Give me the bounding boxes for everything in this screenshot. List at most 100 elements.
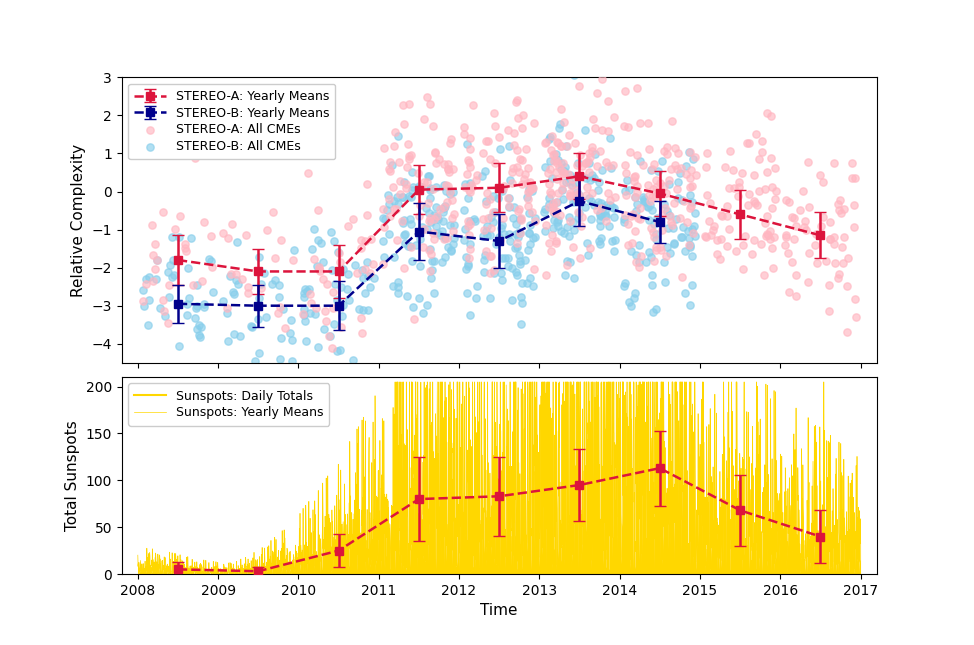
STEREO-B: All CMEs: (2.01e+03, -3.61): All CMEs: (2.01e+03, -3.61): [316, 324, 331, 334]
STEREO-A: All CMEs: (2.01e+03, -1.47): All CMEs: (2.01e+03, -1.47): [652, 242, 667, 252]
STEREO-B: All CMEs: (2.01e+03, -2.85): All CMEs: (2.01e+03, -2.85): [329, 295, 345, 305]
STEREO-A: All CMEs: (2.01e+03, -0.112): All CMEs: (2.01e+03, -0.112): [562, 191, 578, 201]
STEREO-B: All CMEs: (2.01e+03, -2.61): All CMEs: (2.01e+03, -2.61): [299, 286, 315, 296]
STEREO-A: All CMEs: (2.01e+03, 2.02): All CMEs: (2.01e+03, 2.02): [515, 110, 531, 120]
STEREO-B: All CMEs: (2.01e+03, -0.944): All CMEs: (2.01e+03, -0.944): [559, 223, 575, 233]
STEREO-A: All CMEs: (2.01e+03, 0.504): All CMEs: (2.01e+03, 0.504): [581, 167, 597, 177]
STEREO-A: All CMEs: (2.01e+03, 1.28): All CMEs: (2.01e+03, 1.28): [550, 138, 566, 148]
STEREO-B: All CMEs: (2.01e+03, -3.32): All CMEs: (2.01e+03, -3.32): [188, 313, 204, 323]
STEREO-A: All CMEs: (2.01e+03, 0.258): All CMEs: (2.01e+03, 0.258): [522, 177, 538, 187]
STEREO-B: All CMEs: (2.01e+03, -2.74): All CMEs: (2.01e+03, -2.74): [398, 290, 414, 301]
STEREO-A: All CMEs: (2.01e+03, -2.08): All CMEs: (2.01e+03, -2.08): [423, 265, 438, 275]
STEREO-B: All CMEs: (2.01e+03, -1.72): All CMEs: (2.01e+03, -1.72): [459, 252, 474, 262]
STEREO-B: All CMEs: (2.01e+03, -2.05): All CMEs: (2.01e+03, -2.05): [355, 264, 370, 275]
STEREO-B: All CMEs: (2.01e+03, -1): All CMEs: (2.01e+03, -1): [566, 224, 581, 235]
STEREO-B: All CMEs: (2.01e+03, -1.43): All CMEs: (2.01e+03, -1.43): [399, 241, 415, 251]
STEREO-A: All CMEs: (2.01e+03, -0.717): All CMEs: (2.01e+03, -0.717): [427, 213, 442, 224]
STEREO-A: All CMEs: (2.01e+03, -0.0125): All CMEs: (2.01e+03, -0.0125): [442, 187, 458, 197]
STEREO-A: All CMEs: (2.02e+03, -1.16): All CMEs: (2.02e+03, -1.16): [737, 230, 753, 241]
STEREO-A: All CMEs: (2.01e+03, 2.29): All CMEs: (2.01e+03, 2.29): [401, 99, 417, 110]
STEREO-A: All CMEs: (2.01e+03, -2.18): All CMEs: (2.01e+03, -2.18): [229, 270, 244, 280]
STEREO-B: All CMEs: (2.01e+03, -2.25): All CMEs: (2.01e+03, -2.25): [164, 272, 179, 283]
STEREO-B: All CMEs: (2.01e+03, 1.37): All CMEs: (2.01e+03, 1.37): [542, 134, 557, 144]
STEREO-B: All CMEs: (2.01e+03, 0.0366): All CMEs: (2.01e+03, 0.0366): [554, 185, 570, 195]
STEREO-A: All CMEs: (2.01e+03, -0.988): All CMEs: (2.01e+03, -0.988): [167, 224, 182, 234]
STEREO-A: All CMEs: (2.02e+03, -1.24): All CMEs: (2.02e+03, -1.24): [822, 233, 838, 244]
STEREO-A: All CMEs: (2.01e+03, -0.529): All CMEs: (2.01e+03, -0.529): [524, 206, 540, 217]
STEREO-A: All CMEs: (2.02e+03, -0.944): All CMEs: (2.02e+03, -0.944): [846, 223, 862, 233]
STEREO-B: All CMEs: (2.01e+03, -1.86): All CMEs: (2.01e+03, -1.86): [434, 257, 450, 268]
STEREO-A: All CMEs: (2.01e+03, 0.136): All CMEs: (2.01e+03, 0.136): [440, 181, 456, 192]
STEREO-B: All CMEs: (2.01e+03, -0.308): All CMEs: (2.01e+03, -0.308): [593, 198, 609, 208]
Sunspots: Daily Totals: (2.01e+03, 0.178): Daily Totals: (2.01e+03, 0.178): [222, 570, 234, 578]
STEREO-B: All CMEs: (2.01e+03, -0.677): All CMEs: (2.01e+03, -0.677): [483, 212, 499, 223]
STEREO-B: All CMEs: (2.01e+03, 0.0756): All CMEs: (2.01e+03, 0.0756): [521, 184, 537, 194]
STEREO-B: All CMEs: (2.01e+03, -2.8): All CMEs: (2.01e+03, -2.8): [468, 293, 484, 303]
STEREO-B: All CMEs: (2.01e+03, -1.17): All CMEs: (2.01e+03, -1.17): [687, 231, 702, 241]
STEREO-A: All CMEs: (2.02e+03, -2.01): All CMEs: (2.02e+03, -2.01): [765, 263, 780, 273]
STEREO-A: All CMEs: (2.01e+03, 0.292): All CMEs: (2.01e+03, 0.292): [649, 175, 664, 186]
STEREO-B: All CMEs: (2.01e+03, -0.623): All CMEs: (2.01e+03, -0.623): [426, 210, 441, 221]
STEREO-A: All CMEs: (2.02e+03, 0.741): All CMEs: (2.02e+03, 0.741): [844, 158, 860, 168]
STEREO-A: All CMEs: (2.01e+03, -0.281): All CMEs: (2.01e+03, -0.281): [439, 197, 455, 208]
STEREO-B: All CMEs: (2.01e+03, -1.31): All CMEs: (2.01e+03, -1.31): [375, 236, 391, 246]
STEREO-A: All CMEs: (2.01e+03, -1.36): All CMEs: (2.01e+03, -1.36): [624, 238, 640, 248]
STEREO-A: All CMEs: (2.01e+03, 0.335): All CMEs: (2.01e+03, 0.335): [516, 174, 532, 184]
STEREO-A: All CMEs: (2.01e+03, 0.764): All CMEs: (2.01e+03, 0.764): [392, 157, 407, 168]
STEREO-B: All CMEs: (2.01e+03, -1.45): All CMEs: (2.01e+03, -1.45): [659, 242, 675, 252]
STEREO-B: All CMEs: (2.01e+03, -1.26): All CMEs: (2.01e+03, -1.26): [311, 235, 326, 245]
STEREO-B: All CMEs: (2.01e+03, -1.2): All CMEs: (2.01e+03, -1.2): [510, 232, 526, 243]
STEREO-A: All CMEs: (2.01e+03, -1.47): All CMEs: (2.01e+03, -1.47): [648, 243, 663, 253]
STEREO-A: All CMEs: (2.01e+03, 0.144): All CMEs: (2.01e+03, 0.144): [684, 181, 699, 191]
STEREO-A: All CMEs: (2.01e+03, 0.45): All CMEs: (2.01e+03, 0.45): [556, 169, 572, 179]
STEREO-B: All CMEs: (2.01e+03, -0.258): All CMEs: (2.01e+03, -0.258): [387, 196, 402, 206]
STEREO-B: All CMEs: (2.01e+03, 0.187): All CMEs: (2.01e+03, 0.187): [661, 179, 677, 190]
STEREO-B: All CMEs: (2.01e+03, -0.956): All CMEs: (2.01e+03, -0.956): [545, 223, 561, 233]
STEREO-B: All CMEs: (2.01e+03, -0.945): All CMEs: (2.01e+03, -0.945): [675, 223, 691, 233]
STEREO-B: All CMEs: (2.01e+03, 1.19): All CMEs: (2.01e+03, 1.19): [558, 141, 574, 152]
STEREO-B: All CMEs: (2.01e+03, -0.426): All CMEs: (2.01e+03, -0.426): [607, 203, 622, 213]
STEREO-B: All CMEs: (2.01e+03, -0.088): All CMEs: (2.01e+03, -0.088): [571, 190, 586, 200]
STEREO-B: All CMEs: (2.01e+03, 0.492): All CMEs: (2.01e+03, 0.492): [672, 168, 688, 178]
STEREO-A: All CMEs: (2.01e+03, 0.468): All CMEs: (2.01e+03, 0.468): [678, 168, 693, 179]
STEREO-A: All CMEs: (2.02e+03, 0.246): All CMEs: (2.02e+03, 0.246): [815, 177, 831, 187]
STEREO-B: All CMEs: (2.01e+03, -1.33): All CMEs: (2.01e+03, -1.33): [229, 237, 244, 248]
STEREO-A: All CMEs: (2.01e+03, -0.373): All CMEs: (2.01e+03, -0.373): [501, 201, 516, 211]
STEREO-B: All CMEs: (2.01e+03, -3.91): All CMEs: (2.01e+03, -3.91): [284, 335, 300, 346]
STEREO-A: All CMEs: (2.01e+03, 1.82): All CMEs: (2.01e+03, 1.82): [556, 117, 572, 127]
STEREO-B: All CMEs: (2.01e+03, -0.605): All CMEs: (2.01e+03, -0.605): [597, 210, 613, 220]
STEREO-B: All CMEs: (2.01e+03, -0.395): All CMEs: (2.01e+03, -0.395): [501, 201, 516, 212]
STEREO-A: All CMEs: (2.01e+03, -2.47): All CMEs: (2.01e+03, -2.47): [185, 281, 201, 291]
STEREO-A: All CMEs: (2.02e+03, -1.87): All CMEs: (2.02e+03, -1.87): [828, 257, 843, 268]
STEREO-B: All CMEs: (2.01e+03, 0.528): All CMEs: (2.01e+03, 0.528): [556, 166, 572, 177]
STEREO-A: All CMEs: (2.01e+03, 0.597): All CMEs: (2.01e+03, 0.597): [669, 164, 685, 174]
STEREO-B: All CMEs: (2.01e+03, -1.09): All CMEs: (2.01e+03, -1.09): [556, 228, 572, 238]
STEREO-A: All CMEs: (2.01e+03, 1.72): All CMEs: (2.01e+03, 1.72): [426, 121, 441, 132]
STEREO-A: All CMEs: (2.02e+03, -0.296): All CMEs: (2.02e+03, -0.296): [747, 197, 763, 208]
STEREO-A: All CMEs: (2.01e+03, -3.35): All CMEs: (2.01e+03, -3.35): [406, 314, 422, 324]
STEREO-A: All CMEs: (2.01e+03, 0.959): All CMEs: (2.01e+03, 0.959): [403, 150, 419, 160]
STEREO-B: All CMEs: (2.01e+03, -0.318): All CMEs: (2.01e+03, -0.318): [656, 199, 672, 209]
STEREO-A: All CMEs: (2.01e+03, -0.529): All CMEs: (2.01e+03, -0.529): [485, 206, 501, 217]
STEREO-B: All CMEs: (2.01e+03, -2.27): All CMEs: (2.01e+03, -2.27): [423, 273, 438, 283]
STEREO-A: All CMEs: (2.01e+03, 0.573): All CMEs: (2.01e+03, 0.573): [684, 164, 699, 175]
STEREO-B: All CMEs: (2.01e+03, -2.49): All CMEs: (2.01e+03, -2.49): [469, 281, 485, 292]
STEREO-A: All CMEs: (2.01e+03, -1.55): All CMEs: (2.01e+03, -1.55): [422, 245, 437, 255]
STEREO-B: All CMEs: (2.01e+03, -1.21): All CMEs: (2.01e+03, -1.21): [525, 233, 541, 243]
STEREO-A: All CMEs: (2.01e+03, -2.24): All CMEs: (2.01e+03, -2.24): [674, 272, 690, 282]
STEREO-A: All CMEs: (2.01e+03, 1.34): All CMEs: (2.01e+03, 1.34): [480, 135, 496, 146]
STEREO-A: All CMEs: (2.02e+03, -1.27): All CMEs: (2.02e+03, -1.27): [746, 235, 762, 245]
STEREO-B: All CMEs: (2.01e+03, -0.787): All CMEs: (2.01e+03, -0.787): [462, 216, 477, 226]
STEREO-B: All CMEs: (2.01e+03, -0.226): All CMEs: (2.01e+03, -0.226): [568, 195, 583, 205]
STEREO-A: All CMEs: (2.02e+03, -2.81): All CMEs: (2.02e+03, -2.81): [846, 293, 862, 304]
STEREO-A: All CMEs: (2.01e+03, -0.492): All CMEs: (2.01e+03, -0.492): [589, 205, 605, 215]
STEREO-B: All CMEs: (2.01e+03, -1.37): All CMEs: (2.01e+03, -1.37): [580, 239, 595, 249]
STEREO-B: All CMEs: (2.01e+03, -2.23): All CMEs: (2.01e+03, -2.23): [222, 271, 238, 281]
STEREO-A: All CMEs: (2.01e+03, 1.68): All CMEs: (2.01e+03, 1.68): [514, 123, 530, 133]
STEREO-A: All CMEs: (2.01e+03, -0.503): All CMEs: (2.01e+03, -0.503): [548, 206, 564, 216]
STEREO-A: All CMEs: (2.02e+03, -1.12): All CMEs: (2.02e+03, -1.12): [808, 229, 824, 239]
STEREO-A: All CMEs: (2.02e+03, 0.0811): All CMEs: (2.02e+03, 0.0811): [727, 183, 742, 194]
STEREO-B: All CMEs: (2.01e+03, -1.84): All CMEs: (2.01e+03, -1.84): [562, 257, 578, 267]
STEREO-B: All CMEs: (2.01e+03, -1.5): All CMEs: (2.01e+03, -1.5): [422, 243, 437, 253]
STEREO-B: All CMEs: (2.01e+03, 0.743): All CMEs: (2.01e+03, 0.743): [570, 158, 585, 168]
